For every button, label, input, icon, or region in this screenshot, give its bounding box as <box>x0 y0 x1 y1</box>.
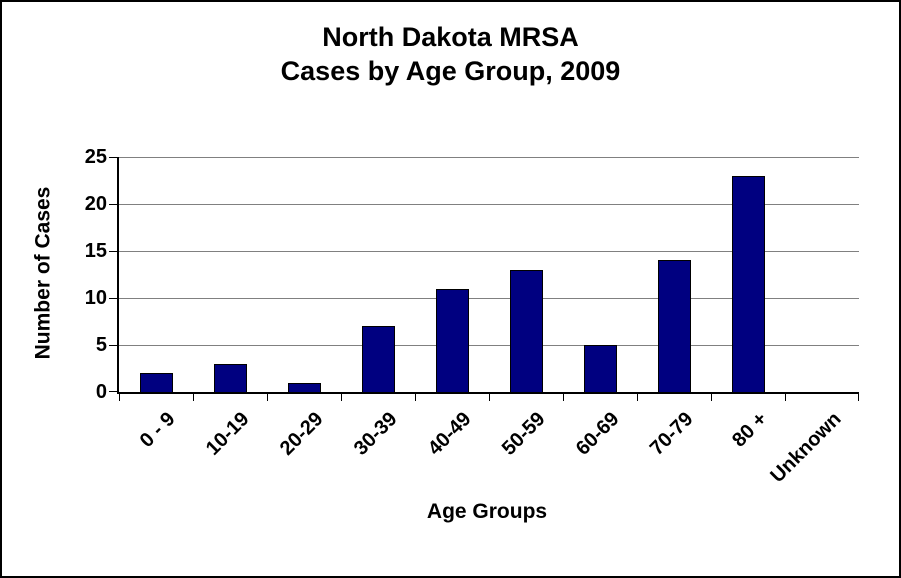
gridline-20 <box>119 204 859 205</box>
x-axis-tick-mark <box>637 392 638 401</box>
gridline-5 <box>119 345 859 346</box>
bar-40-49 <box>435 289 469 392</box>
bar-60-69 <box>583 345 617 392</box>
plot-area: 0 5 10 15 20 25 0 - 9 10-19 20-29 30-39 40-49 50-59… <box>85 146 859 487</box>
y-axis-tick-mark <box>109 251 119 252</box>
y-tick-label: 25 <box>84 146 107 168</box>
bar-10-19 <box>213 364 247 392</box>
chart-title-line-2: Cases by Age Group, 2009 <box>280 56 621 86</box>
x-axis-tick-mark <box>341 392 342 401</box>
x-axis-title: Age Groups <box>426 500 548 523</box>
gridline-15 <box>119 251 859 252</box>
chart-title: North Dakota MRSA Cases by Age Group, 20… <box>2 20 899 88</box>
gridline-10 <box>119 298 859 299</box>
x-axis-tick-mark <box>119 392 120 401</box>
bar-0-9 <box>139 373 173 392</box>
y-tick-label: 15 <box>84 240 107 262</box>
bar-30-39 <box>361 326 395 392</box>
x-axis-tick-mark <box>785 392 786 401</box>
y-axis-tick-mark <box>109 345 119 346</box>
bar-80+ <box>731 176 765 392</box>
x-axis-tick-mark <box>415 392 416 401</box>
bar-70-79 <box>657 260 691 392</box>
x-axis-tick-mark <box>489 392 490 401</box>
bar-50-59 <box>509 270 543 392</box>
y-tick-label: 0 <box>95 381 107 403</box>
y-tick-label: 20 <box>84 193 107 215</box>
x-axis-tick-mark <box>858 392 859 401</box>
bar-20-29 <box>287 383 321 392</box>
y-axis-tick-mark <box>109 391 119 392</box>
x-axis-tick-mark <box>193 392 194 401</box>
x-axis-tick-mark <box>563 392 564 401</box>
y-axis-tick-mark <box>109 157 119 158</box>
y-axis-tick-mark <box>109 204 119 205</box>
x-axis-tick-mark <box>711 392 712 401</box>
y-tick-label: 5 <box>95 334 107 356</box>
y-tick-label: 10 <box>84 287 107 309</box>
chart-title-line-1: North Dakota MRSA <box>322 22 579 52</box>
gridline-25 <box>119 157 859 158</box>
y-axis-tick-mark <box>109 298 119 299</box>
x-axis-tick-mark <box>267 392 268 401</box>
